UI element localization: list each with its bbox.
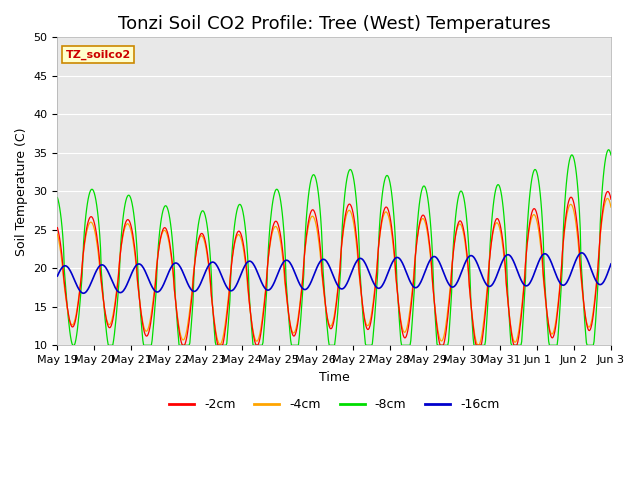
Legend: -2cm, -4cm, -8cm, -16cm: -2cm, -4cm, -8cm, -16cm bbox=[164, 393, 504, 416]
Title: Tonzi Soil CO2 Profile: Tree (West) Temperatures: Tonzi Soil CO2 Profile: Tree (West) Temp… bbox=[118, 15, 550, 33]
Text: TZ_soilco2: TZ_soilco2 bbox=[66, 49, 131, 60]
X-axis label: Time: Time bbox=[319, 371, 349, 384]
Y-axis label: Soil Temperature (C): Soil Temperature (C) bbox=[15, 127, 28, 255]
